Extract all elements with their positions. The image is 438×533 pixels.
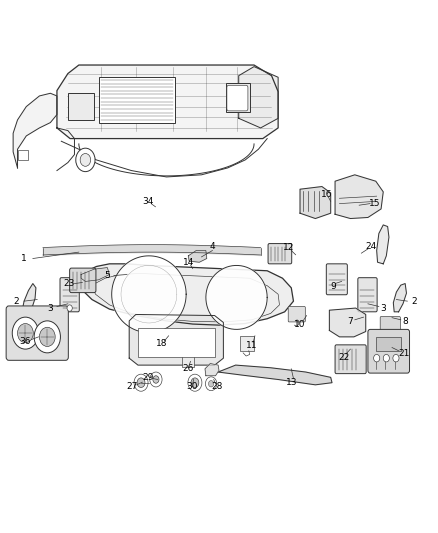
Text: 4: 4 <box>210 242 215 251</box>
FancyBboxPatch shape <box>368 329 410 373</box>
Circle shape <box>374 354 380 362</box>
Text: 1: 1 <box>21 254 27 263</box>
Bar <box>240 336 254 351</box>
Bar <box>182 356 194 367</box>
Text: 22: 22 <box>338 353 350 361</box>
Circle shape <box>208 381 214 387</box>
FancyBboxPatch shape <box>60 278 79 312</box>
Polygon shape <box>335 175 383 219</box>
FancyBboxPatch shape <box>268 244 292 264</box>
Polygon shape <box>218 365 332 385</box>
Text: 30: 30 <box>186 383 198 391</box>
Circle shape <box>150 372 162 387</box>
Circle shape <box>12 317 39 349</box>
Text: 29: 29 <box>142 373 154 382</box>
Text: 11: 11 <box>246 341 258 350</box>
Text: 5: 5 <box>104 271 110 280</box>
Circle shape <box>393 354 399 362</box>
Polygon shape <box>300 187 331 219</box>
FancyBboxPatch shape <box>380 317 400 330</box>
Polygon shape <box>13 93 57 168</box>
Text: 21: 21 <box>398 349 410 358</box>
FancyBboxPatch shape <box>326 264 347 295</box>
Text: 36: 36 <box>20 337 31 345</box>
Circle shape <box>205 377 217 391</box>
Circle shape <box>134 374 148 391</box>
Text: 2: 2 <box>14 297 19 305</box>
Polygon shape <box>81 268 110 281</box>
Circle shape <box>153 376 159 383</box>
Bar <box>226 83 250 112</box>
Polygon shape <box>22 284 36 316</box>
Text: 28: 28 <box>211 383 223 391</box>
FancyBboxPatch shape <box>288 306 305 322</box>
Text: 2: 2 <box>411 297 417 305</box>
Polygon shape <box>239 67 278 128</box>
Circle shape <box>39 327 55 346</box>
Text: 15: 15 <box>369 199 380 208</box>
Text: 3: 3 <box>380 304 386 312</box>
Bar <box>138 328 215 357</box>
Text: 26: 26 <box>183 365 194 373</box>
Circle shape <box>191 378 199 387</box>
Circle shape <box>188 374 202 391</box>
Polygon shape <box>112 256 186 333</box>
Polygon shape <box>377 225 389 264</box>
Polygon shape <box>329 308 366 337</box>
Text: 24: 24 <box>366 242 377 251</box>
Text: 18: 18 <box>156 340 168 348</box>
Bar <box>18 150 28 160</box>
Text: 9: 9 <box>330 282 336 290</box>
FancyBboxPatch shape <box>335 345 366 374</box>
Circle shape <box>76 148 95 172</box>
FancyBboxPatch shape <box>6 306 68 360</box>
FancyBboxPatch shape <box>227 85 248 111</box>
Circle shape <box>67 305 72 311</box>
Bar <box>376 337 401 351</box>
Text: 23: 23 <box>64 279 75 288</box>
Text: 8: 8 <box>402 318 408 326</box>
Polygon shape <box>393 284 406 312</box>
Text: 13: 13 <box>286 378 297 387</box>
Text: 34: 34 <box>142 197 154 206</box>
Circle shape <box>137 378 145 387</box>
Circle shape <box>18 324 33 343</box>
FancyBboxPatch shape <box>358 278 377 312</box>
Text: 12: 12 <box>283 244 295 252</box>
Circle shape <box>34 321 60 353</box>
Text: 3: 3 <box>47 304 53 312</box>
Bar <box>68 93 94 120</box>
Text: 27: 27 <box>127 383 138 391</box>
Text: 16: 16 <box>321 190 332 198</box>
Text: 10: 10 <box>294 320 306 328</box>
Text: 14: 14 <box>183 258 194 266</box>
Polygon shape <box>129 314 223 365</box>
Polygon shape <box>77 264 293 325</box>
Polygon shape <box>205 364 219 376</box>
Polygon shape <box>57 65 278 139</box>
Polygon shape <box>188 251 207 262</box>
Circle shape <box>80 154 91 166</box>
FancyBboxPatch shape <box>70 268 96 293</box>
Bar <box>99 77 175 123</box>
Polygon shape <box>206 265 267 329</box>
Text: 7: 7 <box>347 318 353 326</box>
Circle shape <box>383 354 389 362</box>
